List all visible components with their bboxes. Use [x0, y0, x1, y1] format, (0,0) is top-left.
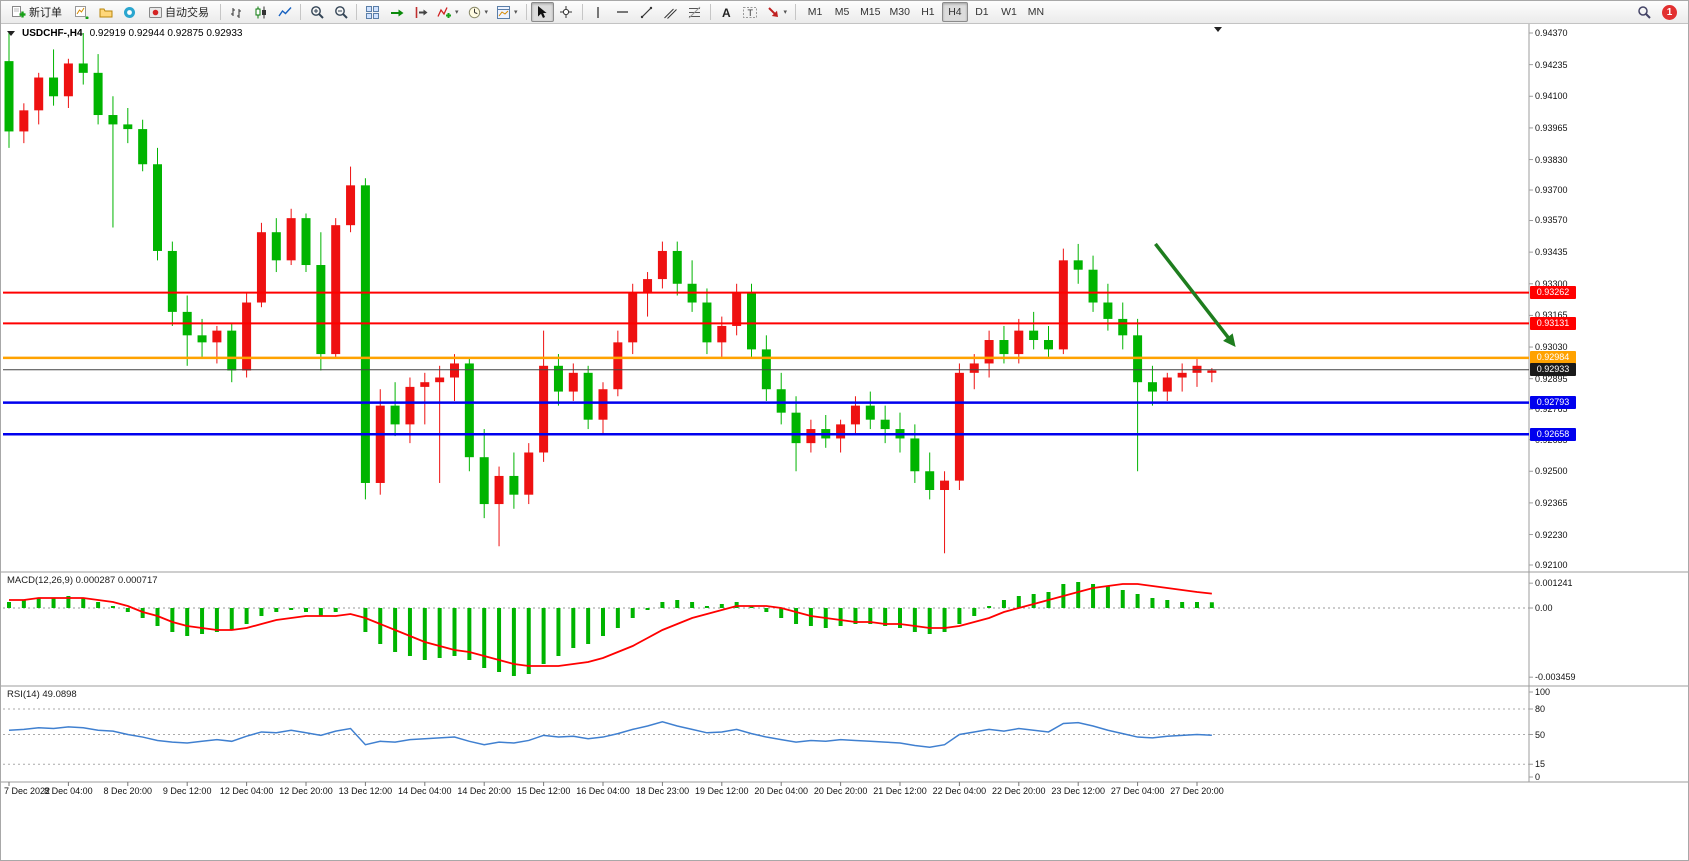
- arrow-icon: [767, 6, 780, 19]
- line-chart-icon: [277, 6, 292, 19]
- bar-chart-icon: [230, 6, 244, 19]
- toolbar-separator: [709, 4, 711, 20]
- cursor-button[interactable]: [530, 2, 554, 22]
- vertical-line-button[interactable]: [587, 2, 610, 22]
- new-order-button[interactable]: 新订单: [5, 2, 69, 22]
- chevron-down-icon: ▾: [514, 9, 518, 16]
- arrow-objects-button[interactable]: ▾: [763, 2, 792, 22]
- periods-button[interactable]: ▾: [464, 2, 493, 22]
- channel-icon: [663, 6, 677, 19]
- timeframe-m5-button[interactable]: M5: [829, 2, 855, 22]
- auto-trading-label: 自动交易: [165, 7, 209, 19]
- indicators-icon: [437, 6, 451, 19]
- timeframe-m15-button[interactable]: M15: [856, 2, 884, 22]
- timeframe-m1-button[interactable]: M1: [802, 2, 828, 22]
- community-icon: [123, 6, 136, 19]
- label-icon: T: [743, 6, 758, 19]
- horizontal-line-button[interactable]: [611, 2, 634, 22]
- vline-icon: [592, 6, 604, 19]
- new-order-icon: [12, 5, 26, 19]
- trendline-icon: [640, 6, 653, 19]
- svg-text:T: T: [748, 8, 754, 18]
- timeframe-d1-button[interactable]: D1: [969, 2, 995, 22]
- templates-button[interactable]: ▾: [493, 2, 522, 22]
- toolbar-separator: [795, 4, 797, 20]
- toolbar: 新订单 自动交易 ▾ ▾ ▾ A T ▾ M1 M5 M15 M30 H1 H4 D1 W1 MN 1: [1, 1, 1688, 24]
- toolbar-separator: [300, 4, 301, 20]
- timeframe-h1-button[interactable]: H1: [915, 2, 941, 22]
- profiles-button[interactable]: [94, 2, 117, 22]
- auto-scroll-icon: [390, 6, 404, 19]
- chevron-down-icon: ▾: [783, 9, 788, 16]
- line-chart-button[interactable]: [273, 2, 296, 22]
- fibonacci-button[interactable]: [683, 2, 706, 22]
- toolbar-right: 1: [1632, 2, 1684, 22]
- search-icon: [1637, 5, 1651, 19]
- chart-canvas[interactable]: [1, 24, 1689, 861]
- text-icon: A: [720, 6, 732, 19]
- chart-window: USDCHF-,H4 0.92919 0.92944 0.92875 0.929…: [1, 24, 1689, 861]
- crosshair-button[interactable]: [555, 2, 578, 22]
- toolbar-separator: [356, 4, 357, 20]
- crosshair-icon: [559, 5, 573, 19]
- auto-trading-icon: [149, 6, 162, 19]
- zoom-out-button[interactable]: [329, 2, 352, 22]
- toolbar-buttons: 新订单 自动交易 ▾ ▾ ▾ A T ▾: [5, 2, 799, 22]
- search-button[interactable]: [1632, 2, 1655, 22]
- svg-text:A: A: [722, 6, 731, 19]
- cursor-icon: [536, 5, 548, 19]
- timeframe-m30-button[interactable]: M30: [886, 2, 914, 22]
- new-chart-button[interactable]: [70, 2, 93, 22]
- candlestick-chart-button[interactable]: [249, 2, 272, 22]
- timeframe-w1-button[interactable]: W1: [996, 2, 1022, 22]
- text-label-button[interactable]: T: [739, 2, 762, 22]
- timeframe-mn-button[interactable]: MN: [1023, 2, 1049, 22]
- fibonacci-icon: [688, 6, 701, 19]
- chevron-down-icon: ▾: [484, 9, 489, 16]
- timeframe-h4-button[interactable]: H4: [941, 2, 968, 22]
- toolbar-separator: [581, 4, 583, 20]
- trendline-button[interactable]: [635, 2, 658, 22]
- clock-icon: [468, 6, 481, 19]
- bar-chart-button[interactable]: [225, 2, 248, 22]
- zoom-in-icon: [310, 5, 324, 19]
- candlestick-icon: [254, 6, 268, 19]
- notification-badge[interactable]: 1: [1662, 4, 1677, 20]
- equidistant-channel-button[interactable]: [659, 2, 682, 22]
- auto-scroll-button[interactable]: [385, 2, 408, 22]
- trend-arrow-annotation: [1154, 242, 1234, 344]
- zoom-in-button[interactable]: [305, 2, 328, 22]
- zoom-out-icon: [334, 5, 348, 19]
- chevron-down-icon: ▾: [455, 9, 459, 16]
- template-icon: [497, 5, 511, 19]
- chart-shift-icon: [414, 6, 428, 19]
- hline-icon: [616, 6, 629, 18]
- toolbar-separator: [220, 4, 221, 20]
- toolbar-separator: [525, 4, 527, 20]
- timeframe-group: M1 M5 M15 M30 H1 H4 D1 W1 MN: [802, 2, 1049, 22]
- community-button[interactable]: [118, 2, 141, 22]
- new-order-label: 新订单: [29, 7, 62, 19]
- tile-windows-button[interactable]: [361, 2, 384, 22]
- tile-windows-icon: [366, 5, 379, 19]
- profiles-icon: [99, 6, 113, 18]
- indicators-button[interactable]: ▾: [433, 2, 463, 22]
- chart-shift-button[interactable]: [409, 2, 432, 22]
- text-button[interactable]: A: [715, 2, 738, 22]
- new-chart-icon: [74, 5, 89, 19]
- auto-trading-button[interactable]: 自动交易: [142, 2, 216, 22]
